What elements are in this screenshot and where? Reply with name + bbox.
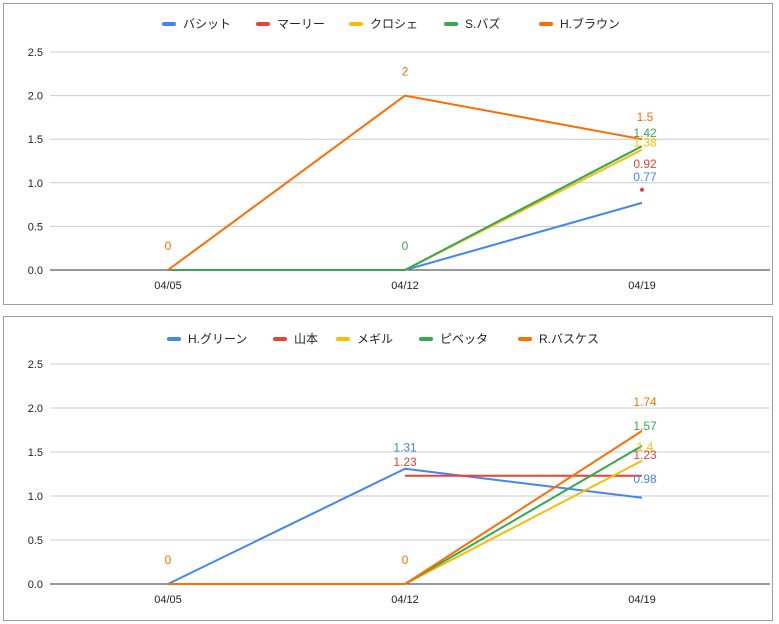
- data-label: 0: [165, 239, 172, 253]
- x-tick-label: 04/12: [391, 594, 419, 606]
- legend-swatch: [419, 337, 433, 341]
- line-chart-top: 0.0 0.5 1.0 1.5 2.0 2.5 04/05 04/12 04/19 バシット マーリ…: [28, 16, 770, 292]
- legend-item[interactable]: R.バスケス: [518, 332, 599, 346]
- data-label: 1.38: [633, 136, 657, 150]
- chart-panel-bottom: 0.0 0.5 1.0 1.5 2.0 2.5 04/05 04/12 04/19 H.グリーン 山…: [3, 316, 773, 621]
- x-tick-label: 04/12: [391, 280, 419, 292]
- legend-swatch: [444, 22, 458, 26]
- legend-swatch: [167, 337, 181, 341]
- legend-item[interactable]: マーリー: [256, 17, 325, 31]
- series-line: [167, 467, 643, 585]
- data-label: 0.92: [633, 157, 657, 171]
- legend-swatch: [518, 337, 532, 341]
- y-tick-label: 0.0: [28, 579, 43, 591]
- y-tick-label: 1.0: [28, 178, 43, 190]
- legend-item[interactable]: ピベッタ: [419, 332, 488, 346]
- legend-item[interactable]: H.ブラウン: [539, 16, 620, 31]
- line-chart-bottom: 0.0 0.5 1.0 1.5 2.0 2.5 04/05 04/12 04/19 H.グリーン 山…: [28, 332, 770, 606]
- legend-label: H.グリーン: [188, 332, 247, 346]
- y-tick-label: 2.0: [28, 403, 43, 415]
- data-label: 0.98: [633, 472, 657, 486]
- legend-item[interactable]: クロシェ: [349, 17, 418, 31]
- legend-label: クロシェ: [370, 17, 418, 31]
- y-tick-label: 2.0: [28, 91, 43, 103]
- legend-label: R.バスケス: [539, 332, 599, 346]
- legend-item[interactable]: H.グリーン: [167, 332, 247, 346]
- series-line: [168, 145, 643, 271]
- data-point: [640, 187, 644, 192]
- x-tick-label: 04/19: [628, 280, 656, 292]
- data-label: 0: [402, 239, 409, 253]
- y-tick-label: 0.5: [28, 221, 43, 233]
- legend-label: ピベッタ: [440, 332, 488, 346]
- data-label: 0: [402, 553, 409, 567]
- legend-item[interactable]: メギル: [336, 332, 393, 346]
- data-label: 2: [402, 65, 409, 79]
- y-tick-label: 0.0: [28, 265, 43, 277]
- legend-swatch: [336, 337, 350, 341]
- legend-item[interactable]: S.バズ: [444, 16, 500, 31]
- legend-label: 山本: [294, 332, 318, 346]
- legend-swatch: [273, 337, 287, 341]
- chart-panel-top: 0.0 0.5 1.0 1.5 2.0 2.5 04/05 04/12 04/19 バシット マーリ…: [3, 3, 773, 305]
- data-label: 1.31: [393, 441, 417, 455]
- y-tick-label: 2.5: [28, 359, 43, 371]
- legend-swatch: [539, 22, 553, 26]
- data-label: 0.77: [633, 170, 657, 184]
- x-tick-label: 04/05: [154, 594, 182, 606]
- legend-label: バシット: [183, 17, 231, 31]
- data-label: 1.4: [637, 440, 654, 454]
- legend-swatch: [256, 22, 270, 26]
- y-tick-label: 1.5: [28, 447, 43, 459]
- data-label: 0: [165, 553, 172, 567]
- data-label: 1.23: [633, 448, 657, 462]
- y-tick-label: 0.5: [28, 535, 43, 547]
- data-label: 1.57: [633, 419, 657, 433]
- legend-label: マーリー: [277, 17, 325, 31]
- y-tick-label: 2.5: [28, 47, 43, 59]
- legend-item[interactable]: バシット: [162, 17, 231, 31]
- legend-label: H.ブラウン: [560, 16, 620, 31]
- x-tick-label: 04/19: [628, 594, 656, 606]
- legend-label: S.バズ: [465, 16, 500, 31]
- y-tick-label: 1.0: [28, 491, 43, 503]
- series-line: [168, 430, 643, 585]
- legend-label: メギル: [357, 332, 393, 346]
- x-tick-label: 04/05: [154, 280, 182, 292]
- series-line: [167, 94, 643, 271]
- legend-swatch: [162, 22, 176, 26]
- series-line: [168, 201, 643, 271]
- data-label: 1.42: [633, 126, 657, 140]
- data-label: 1.74: [633, 395, 657, 409]
- y-tick-label: 1.5: [28, 134, 43, 146]
- legend-swatch: [349, 22, 363, 26]
- data-label: 1.5: [637, 110, 654, 124]
- legend-item[interactable]: 山本: [273, 332, 318, 346]
- data-label: 1.23: [393, 455, 417, 469]
